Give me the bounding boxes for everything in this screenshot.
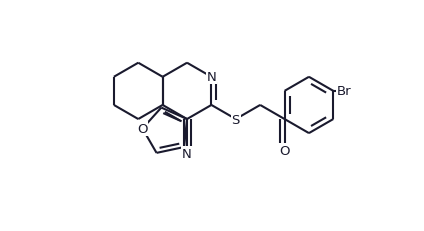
Text: N: N: [182, 147, 192, 160]
Text: N: N: [206, 71, 216, 84]
Text: S: S: [232, 113, 240, 126]
Text: O: O: [279, 145, 290, 158]
Text: O: O: [137, 122, 148, 135]
Text: Br: Br: [336, 85, 351, 98]
